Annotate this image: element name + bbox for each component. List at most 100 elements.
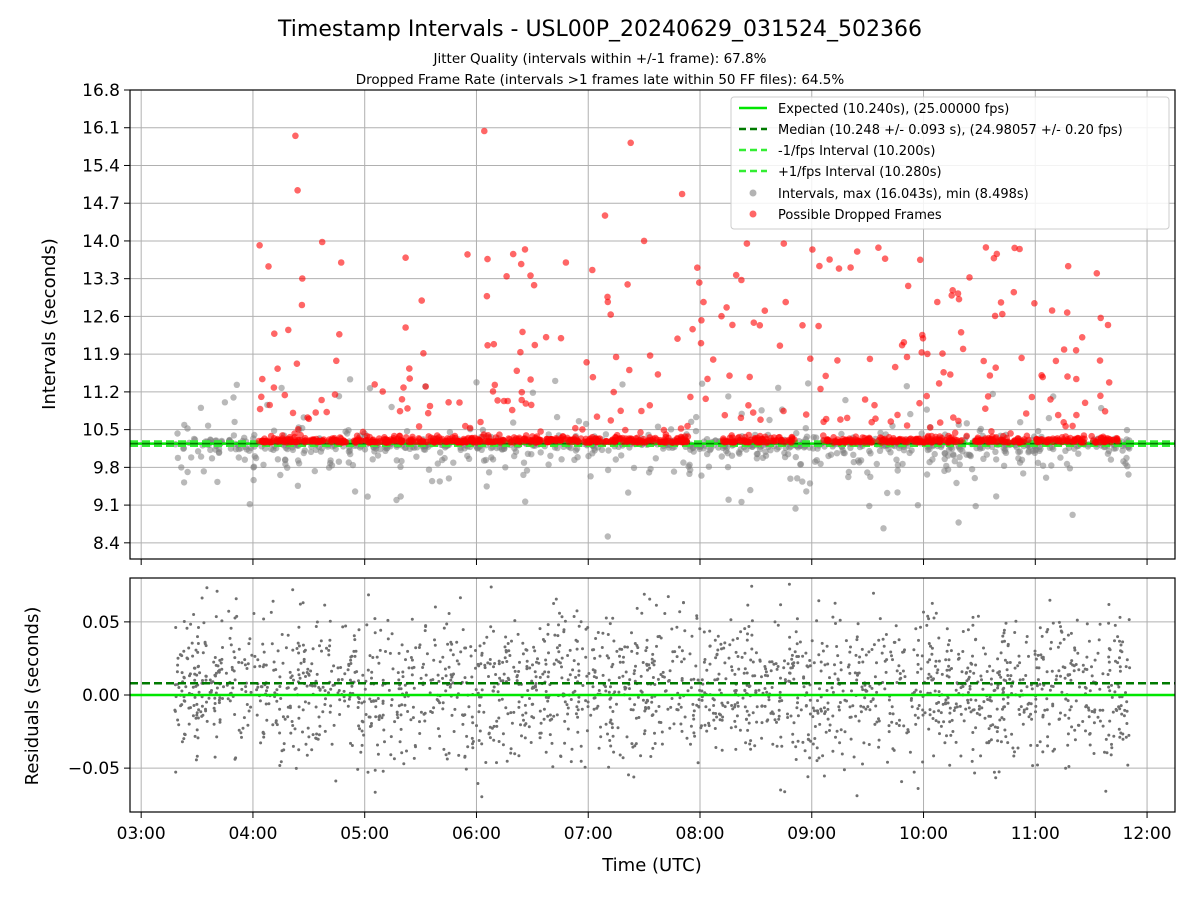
residual-point [683,715,687,719]
residual-point [980,706,984,710]
dropped-frame-point [315,438,322,445]
residual-point [365,623,369,627]
dropped-frame-point [816,262,823,270]
residual-point [645,698,649,702]
residual-point [455,640,459,644]
dropped-frame-point [1072,347,1080,354]
residual-point [294,686,298,690]
interval-point [907,410,914,418]
residual-point [867,743,871,746]
residual-point [224,671,228,675]
dropped-frame-point [396,432,404,440]
residual-point [622,655,625,659]
residual-point [311,733,315,737]
residual-point [927,642,931,645]
interval-point [243,446,250,453]
residual-point [831,714,835,718]
residual-point [183,732,186,736]
residual-point [233,757,237,761]
residual-point [719,713,722,717]
interval-point [612,456,619,463]
interval-point [328,462,336,469]
residual-point [712,704,716,707]
interval-point [687,466,694,474]
interval-point [630,464,638,472]
residual-point [261,730,265,734]
residuals-ytick-label: 0.05 [82,613,120,633]
dropped-frame-point [1049,435,1057,443]
dropped-frame-point [638,439,645,446]
residual-point [848,705,852,709]
residual-point [649,755,653,758]
residual-point [581,647,584,651]
residual-point [1104,737,1108,741]
residual-point [453,707,457,711]
residual-point [527,725,531,729]
residual-point [796,714,800,718]
residual-point [227,609,231,613]
residual-point [695,616,699,620]
residual-point [1034,697,1038,701]
residual-point [846,665,850,669]
dropped-frame-point [944,438,951,446]
dropped-frame-point [464,251,471,258]
residual-point [1086,706,1090,710]
residual-point [994,776,998,780]
interval-point [441,454,448,462]
residual-point [1078,685,1081,689]
residual-point [261,665,265,669]
residual-point [542,707,546,711]
residual-point [410,658,414,662]
residual-point [233,678,237,682]
residual-point [336,691,340,695]
residual-point [411,716,415,720]
residual-point [479,662,483,666]
residual-point [1069,678,1073,682]
dropped-frame-point [528,401,535,409]
residual-point [318,644,321,648]
residual-point [983,716,987,720]
residual-point [278,707,282,711]
dropped-frame-point [984,393,992,400]
residual-point [853,671,857,675]
residual-point [503,656,507,660]
residual-point [1036,653,1040,657]
residual-point [696,761,700,765]
residual-point [723,641,727,645]
residual-point [802,685,806,689]
interval-point [545,461,552,468]
residual-point [463,646,467,650]
residual-point [360,701,364,705]
residual-point [466,745,470,749]
residual-point [390,632,394,636]
residual-point [467,705,471,709]
dropped-frame-point [627,139,634,147]
interval-point [993,493,1000,500]
residual-point [1013,750,1016,754]
residual-point [579,744,583,748]
dropped-frame-point [365,439,372,446]
residual-point [815,619,819,623]
residual-point [805,691,809,695]
residual-point [985,670,989,673]
residual-point [1004,735,1008,739]
residual-point [930,652,934,656]
residual-point [546,714,550,718]
residual-point [1117,685,1121,689]
residual-point [670,697,674,700]
residual-point [559,755,563,758]
residual-point [671,659,675,663]
dropped-frame-point [916,399,923,407]
residual-point [200,596,204,600]
residual-point [919,690,922,694]
residual-point [857,661,861,664]
residual-point [751,660,755,664]
residual-point [1055,674,1059,678]
residual-point [575,609,579,613]
residual-point [743,667,747,671]
dropped-frame-point [834,357,841,364]
residual-point [489,585,493,589]
residual-point [525,667,529,671]
residual-point [544,750,548,754]
residual-point [833,672,837,676]
